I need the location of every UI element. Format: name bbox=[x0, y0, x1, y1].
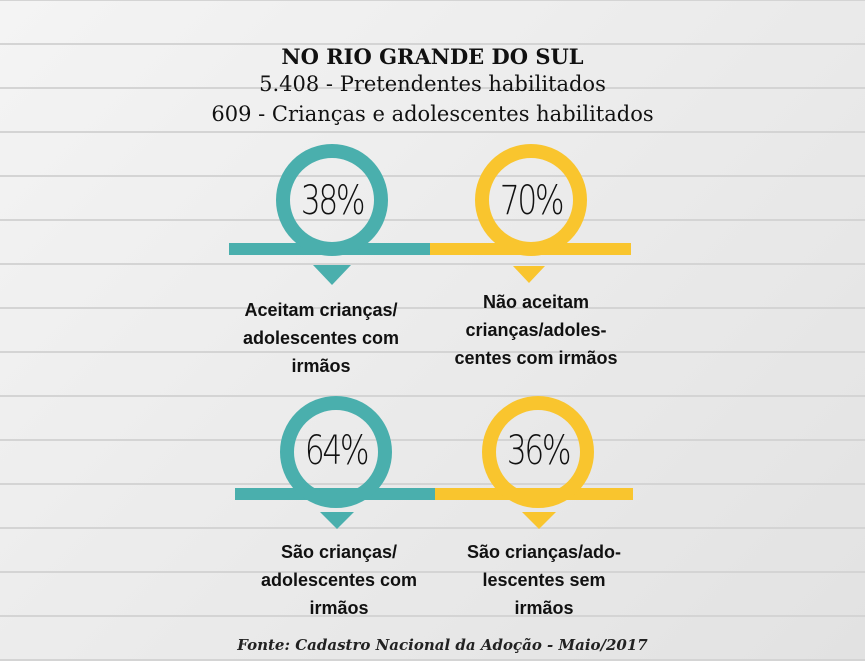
infographic-title: NO RIO GRANDE DO SUL bbox=[281, 44, 584, 69]
teal-arrow-2 bbox=[320, 512, 354, 529]
yellow-arrow-2 bbox=[522, 512, 556, 529]
label-line: Não aceitam bbox=[482, 292, 590, 312]
stat-value-3: 64% bbox=[304, 428, 370, 474]
stat-value-2: 70% bbox=[499, 178, 565, 224]
stat-label-2: Não aceitam crianças/adoles- centes com … bbox=[436, 288, 636, 372]
label-line: adolescentes com bbox=[242, 328, 400, 348]
stat-label-3: São crianças/ adolescentes com irmãos bbox=[239, 538, 439, 622]
label-line: centes com irmãos bbox=[454, 348, 618, 368]
label-line: São crianças/ado- bbox=[466, 542, 622, 562]
teal-arrow-1 bbox=[313, 265, 351, 285]
stat-value-1: 38% bbox=[300, 178, 366, 224]
label-line: São crianças/ bbox=[280, 542, 398, 562]
label-line: lescentes sem bbox=[482, 570, 606, 590]
label-line: irmãos bbox=[291, 356, 351, 376]
label-line: irmãos bbox=[514, 598, 574, 618]
label-line: irmãos bbox=[309, 598, 369, 618]
label-line: crianças/adoles- bbox=[465, 320, 607, 340]
stat-label-1: Aceitam crianças/ adolescentes com irmão… bbox=[221, 296, 421, 380]
yellow-arrow-1 bbox=[513, 266, 545, 283]
criancas-count: 609 - Crianças e adolescentes habilitado… bbox=[211, 102, 654, 126]
label-line: adolescentes com bbox=[260, 570, 418, 590]
label-line: Aceitam crianças/ bbox=[244, 300, 398, 320]
stat-value-4: 36% bbox=[506, 428, 572, 474]
stat-label-4: São crianças/ado- lescentes sem irmãos bbox=[444, 538, 644, 622]
source-caption: Fonte: Cadastro Nacional da Adoção - Mai… bbox=[237, 636, 648, 654]
pretendentes-count: 5.408 - Pretendentes habilitados bbox=[259, 72, 606, 96]
